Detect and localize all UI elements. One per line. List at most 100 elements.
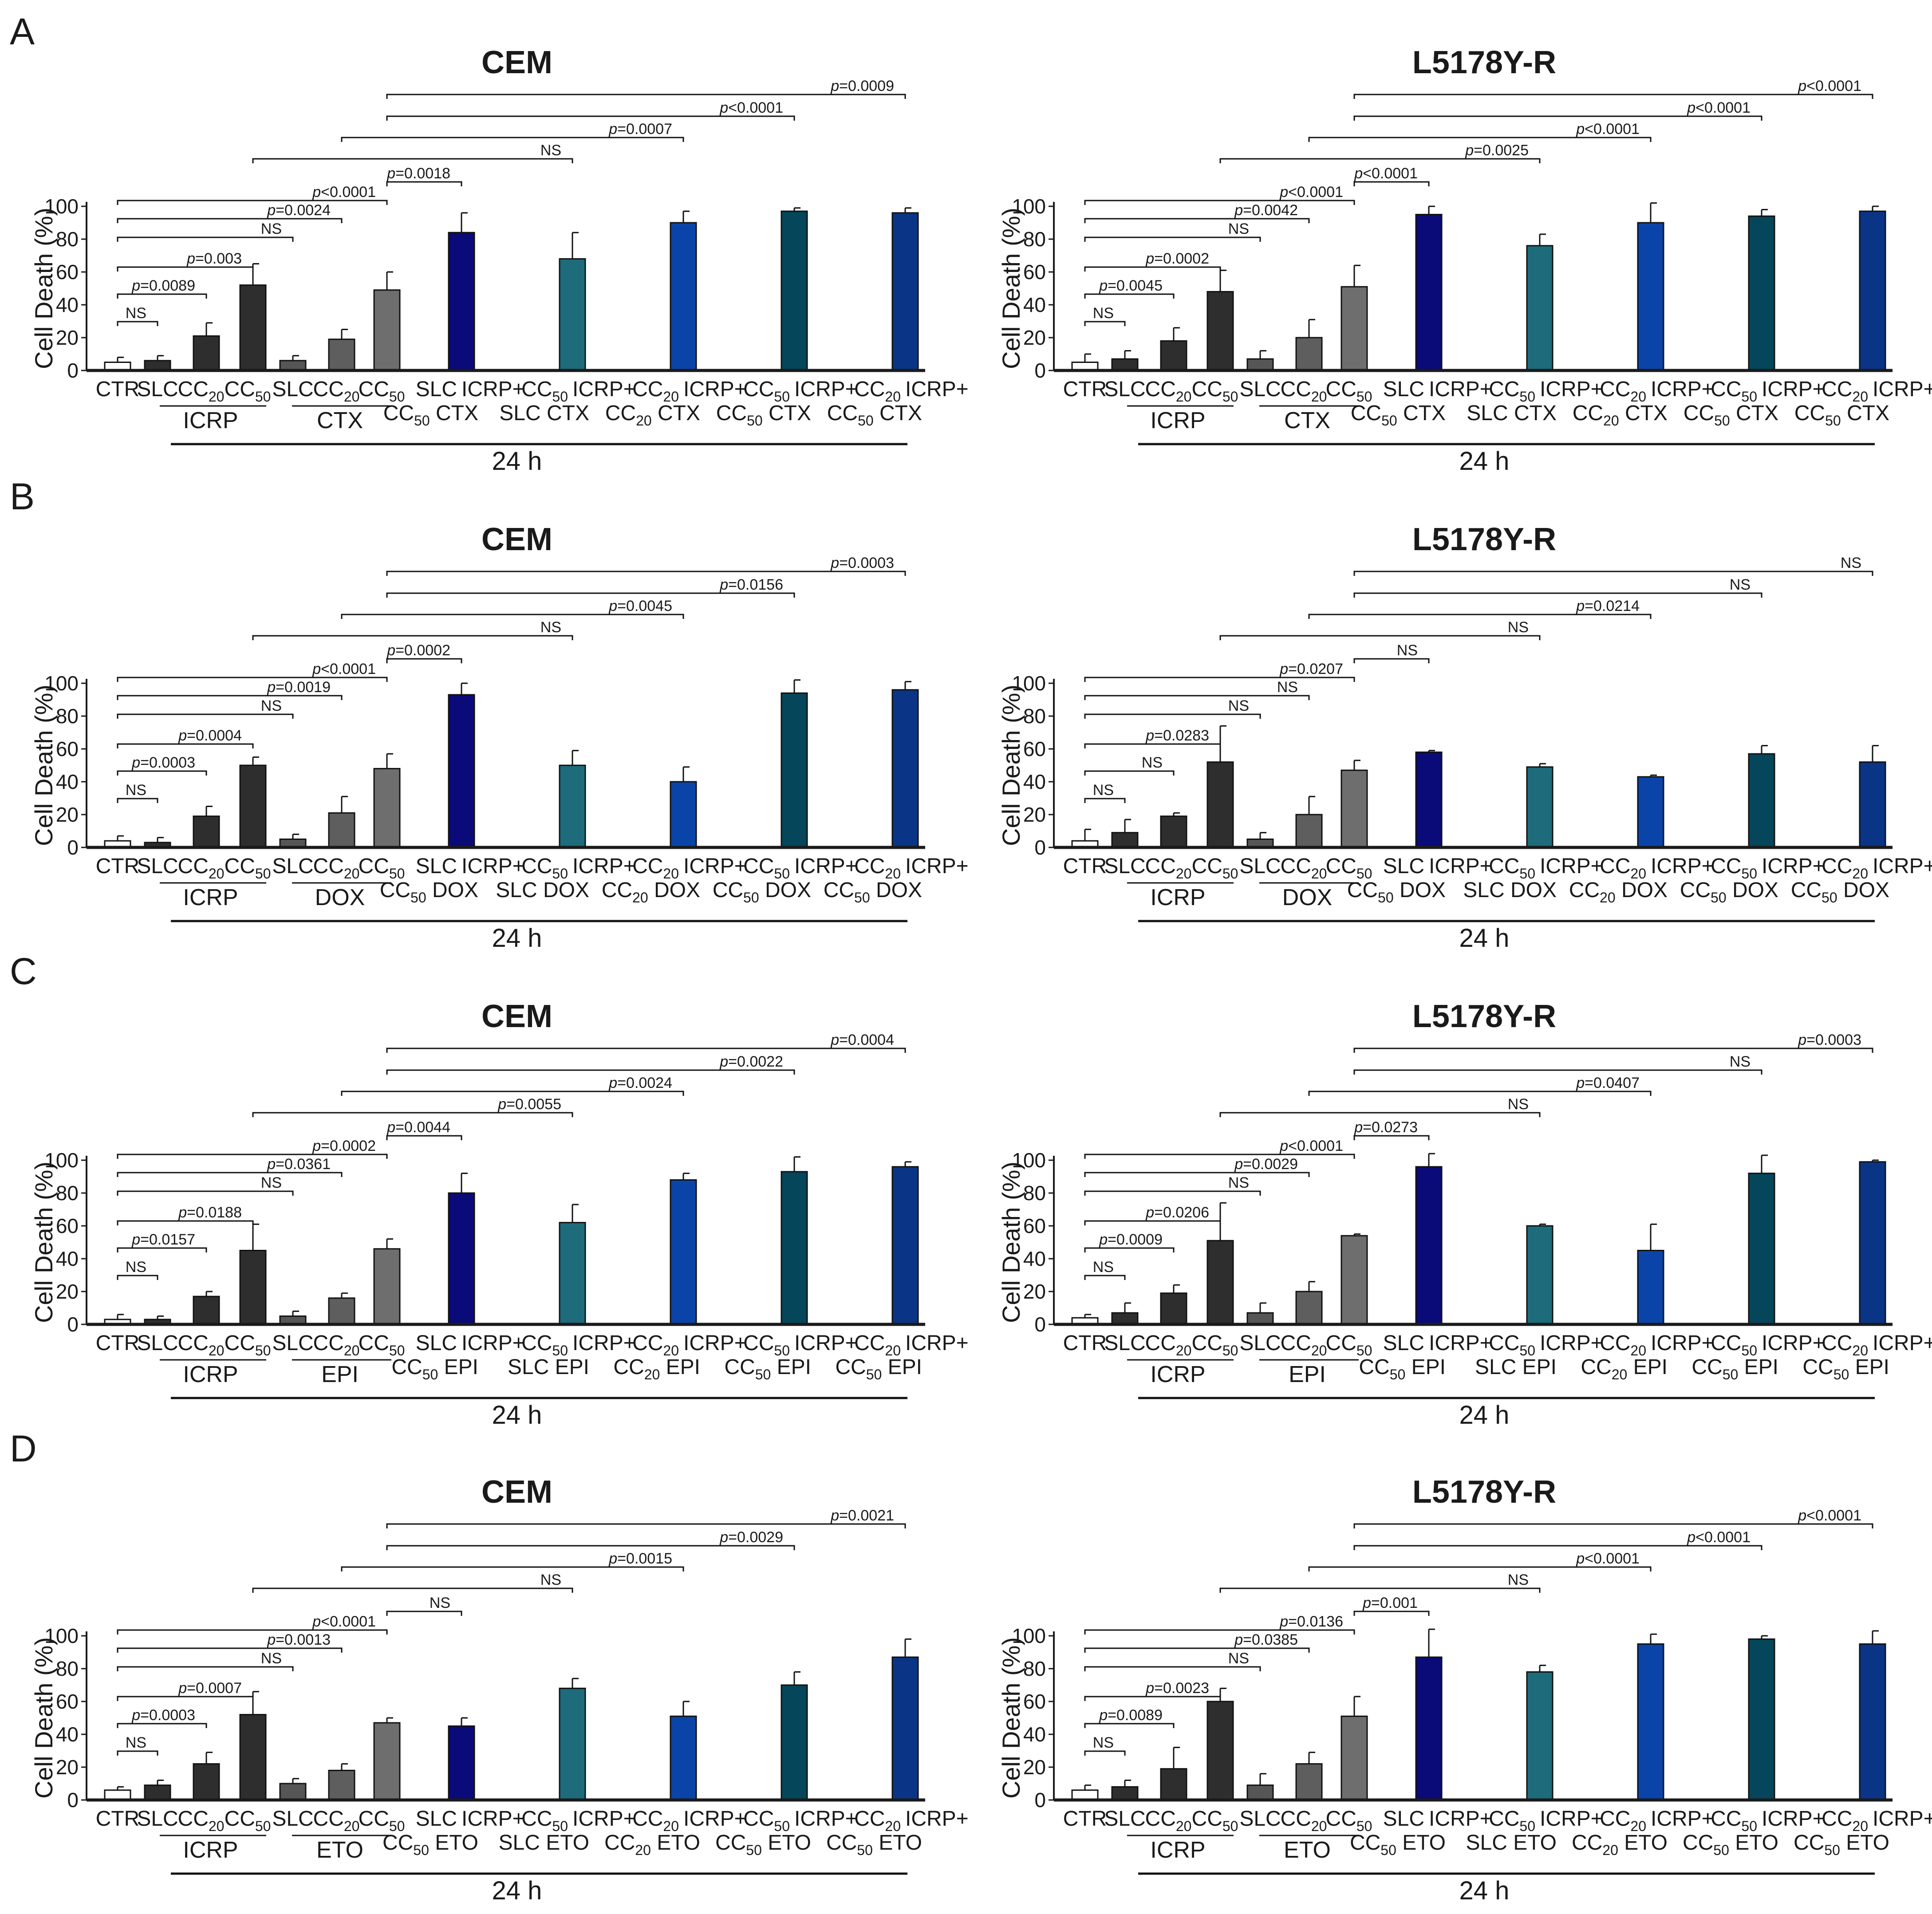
chart-title: CEM [481, 522, 552, 557]
cat-combo-4-line1: CC20 [854, 1807, 901, 1834]
comparison-bracket-4 [117, 218, 343, 223]
group-label-icrp: ICRP [183, 1362, 238, 1387]
cat-combo-0-line1: SLC [1383, 378, 1424, 401]
cat-drug-cc50: CC50 [359, 1807, 405, 1834]
comparison-label-0: NS [1093, 1734, 1114, 1751]
bar-6 [1341, 1235, 1368, 1325]
bar-7 [1415, 1656, 1443, 1801]
cat-drug-cc20: CC20 [1281, 855, 1327, 882]
bar-4 [279, 1783, 307, 1801]
y-tick-label: 40 [56, 1247, 79, 1270]
comparison-bracket-2 [117, 1696, 254, 1701]
comparison-label-3: NS [1228, 697, 1249, 714]
cat-drug-cc20: CC20 [1281, 1331, 1327, 1359]
bar-5 [328, 339, 355, 371]
cat-ctr: CTR [1063, 378, 1107, 401]
cat-icrp-slc: SLC [137, 855, 178, 878]
group-label-icrp: ICRP [183, 1837, 238, 1863]
group-label-drug: ETO [1284, 1837, 1331, 1863]
comparison-label-7: NS [540, 142, 561, 159]
comparison-bracket-6 [1353, 658, 1430, 663]
bar-9 [1637, 1250, 1664, 1325]
y-tick-label: 20 [1023, 803, 1046, 826]
group-label-icrp: ICRP [183, 408, 238, 433]
comparison-bracket-1 [1084, 293, 1175, 299]
bar-6 [373, 1722, 401, 1801]
cat-combo-4-icrp: ICRP+ [1873, 378, 1932, 401]
bar-8 [559, 1222, 586, 1325]
cat-drug-cc50: CC50 [1326, 378, 1372, 405]
comparison-label-9: p=0.0029 [719, 1529, 783, 1546]
bar-8 [1526, 1225, 1553, 1325]
comparison-label-2: p=0.0023 [1145, 1680, 1209, 1697]
cat-combo-4-line2: CC50 EPI [835, 1355, 922, 1382]
cat-combo-4-icrp: ICRP+ [1873, 1331, 1932, 1355]
bar-7 [1415, 1166, 1443, 1325]
bar-5 [1295, 1763, 1323, 1801]
cat-combo-4-icrp: ICRP+ [1873, 855, 1932, 878]
cat-drug-cc50: CC50 [1326, 855, 1372, 882]
y-axis-label: Cell Death (%) [30, 1637, 58, 1799]
comparison-bracket-2 [117, 743, 254, 748]
comparison-bracket-4 [1084, 218, 1310, 223]
bar-11 [891, 1656, 919, 1801]
comparison-label-7: NS [540, 619, 561, 636]
comparison-bracket-3 [117, 236, 294, 242]
comparison-label-2: p=0.0007 [178, 1680, 242, 1697]
cat-drug-slc: SLC [1239, 1807, 1281, 1831]
cat-icrp-cc50: CC50 [225, 1331, 271, 1359]
bar-7 [448, 232, 475, 371]
bar-6 [373, 768, 401, 848]
cat-drug-cc20: CC20 [313, 1807, 360, 1834]
cat-combo-0-icrp: ICRP+ [461, 1331, 525, 1355]
cat-drug-slc: SLC [272, 378, 313, 401]
y-tick-label: 60 [56, 1690, 79, 1713]
comparison-bracket-10 [386, 1523, 906, 1528]
comparison-bracket-5 [117, 1629, 388, 1634]
bar-9 [1637, 776, 1664, 848]
comparison-bracket-2 [1084, 1220, 1221, 1225]
cat-combo-3-icrp: ICRP+ [794, 855, 858, 878]
comparison-bracket-8 [341, 1566, 684, 1571]
y-tick-label: 40 [1023, 770, 1046, 793]
comparison-bracket-0 [117, 321, 158, 326]
cat-combo-4-line1: CC20 [854, 378, 901, 405]
comparison-bracket-4 [117, 1647, 343, 1653]
cat-icrp-cc20: CC20 [1145, 1331, 1192, 1359]
comparison-bracket-1 [1084, 1723, 1175, 1728]
comparison-bracket-6 [386, 1135, 462, 1140]
y-tick-label: 80 [56, 705, 79, 728]
bar-2 [193, 815, 220, 848]
comparison-label-3: NS [261, 1650, 282, 1667]
cat-combo-3-line1: CC50 [743, 1331, 790, 1359]
cat-combo-0-icrp: ICRP+ [461, 855, 525, 878]
comparison-bracket-5 [1084, 200, 1355, 205]
cat-combo-1-icrp: ICRP+ [572, 1331, 636, 1355]
cat-combo-1-icrp: ICRP+ [1540, 1331, 1603, 1355]
group-label-icrp: ICRP [1150, 885, 1205, 910]
comparison-label-6: p=0.0044 [386, 1119, 450, 1136]
comparison-bracket-2 [1084, 1696, 1221, 1701]
comparison-bracket-1 [1084, 1247, 1175, 1252]
cat-combo-0-line2: CC50 EPI [1359, 1355, 1446, 1382]
cat-drug-cc50: CC50 [359, 378, 405, 405]
comparison-bracket-10 [386, 1048, 906, 1053]
y-tick-label: 20 [56, 803, 79, 826]
comparison-bracket-7 [1219, 1112, 1541, 1117]
cat-combo-0-icrp: ICRP+ [461, 1807, 525, 1831]
y-axis-label: Cell Death (%) [997, 685, 1025, 846]
comparison-bracket-5 [117, 677, 388, 682]
comparison-label-4: p=0.0385 [1234, 1631, 1298, 1648]
cat-combo-3-line2: CC50 ETO [715, 1831, 811, 1858]
y-axis-label: Cell Death (%) [30, 208, 58, 369]
cat-combo-2-line1: CC20 [632, 1807, 679, 1834]
cat-combo-1-line2: SLC DOX [1463, 878, 1557, 902]
cat-combo-4-line2: CC50 ETO [1794, 1831, 1889, 1858]
comparison-bracket-6 [1353, 1611, 1430, 1616]
comparison-label-1: p=0.0089 [131, 277, 195, 294]
cat-icrp-slc: SLC [137, 1331, 178, 1355]
cat-ctr: CTR [96, 1331, 140, 1355]
cat-combo-3-icrp: ICRP+ [1762, 378, 1825, 401]
